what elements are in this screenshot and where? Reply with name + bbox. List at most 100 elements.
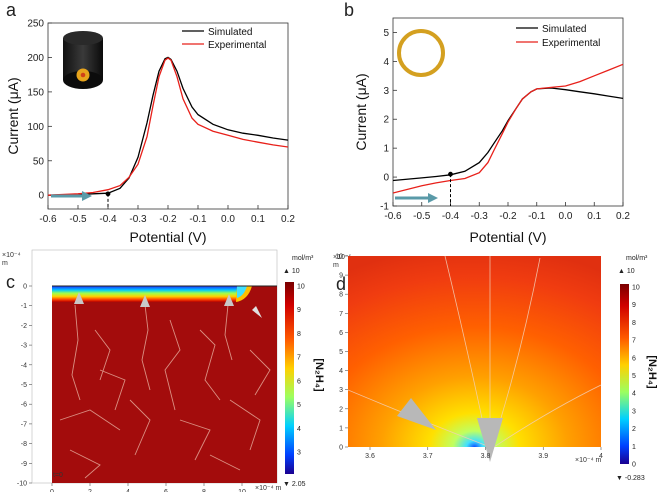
d-ytick-label-6: 4 xyxy=(339,368,343,375)
a-xtick-label-5: -0.1 xyxy=(189,214,207,225)
d-ytick-label-2: 8 xyxy=(339,292,343,299)
c-cb-tick-4: 6 xyxy=(297,378,301,385)
streamlines-c xyxy=(59,304,271,479)
c-ytick-label-9: -9 xyxy=(21,461,27,468)
b-ytick-label-1: 0 xyxy=(383,173,389,184)
y-axis-title-a: Current (μA) xyxy=(5,77,21,154)
concentration-field-c xyxy=(52,286,277,483)
legend-b: Simulated Experimental xyxy=(516,24,600,49)
c-cb-tick-1: 9 xyxy=(297,307,301,314)
colorbar-unit-c: mol/m³ xyxy=(292,255,314,262)
d-xtick-label-2: 3.8 xyxy=(481,453,491,460)
d-ytick-label-4: 6 xyxy=(339,330,343,337)
b-ytick-label-5: 4 xyxy=(383,57,389,68)
panel-letter-b: b xyxy=(344,0,354,20)
flux-arrows-d xyxy=(397,398,503,462)
disk-electrode-illustration xyxy=(63,31,103,89)
concentration-field-d xyxy=(348,256,601,447)
colorbar-c: mol/m³ ▲ 10 10 9 8 7 6 5 4 3 ▼ 2.05 [N₂H₄] xyxy=(283,255,325,488)
c-xtick-label-3: 6 xyxy=(164,489,168,492)
b-xtick-label-5: -0.1 xyxy=(528,211,546,222)
c-ytick-label-10: -10 xyxy=(17,481,27,488)
b-xtick-label-8: 0.2 xyxy=(616,211,630,222)
x-scale-label-d: ×10⁻⁴ m xyxy=(575,457,602,464)
colorbar-quantity-c: [N₂H₄] xyxy=(313,358,325,392)
c-cb-tick-0: 10 xyxy=(297,284,305,291)
b-ytick-label-3: 2 xyxy=(383,115,389,126)
diffusion-layer-c xyxy=(52,285,277,302)
b-xtick-label-3: -0.3 xyxy=(471,211,489,222)
c-ytick-label-8: -8 xyxy=(21,441,27,448)
axis-ticks-c: 0 2 4 6 8 10 0 -1 -2 -3 -4 -5 -6 -7 -8 -9 -10 xyxy=(17,284,246,492)
d-cb-tick-0: 10 xyxy=(632,285,640,292)
legend-label-experimental-b: Experimental xyxy=(542,38,600,49)
b-ytick-label-4: 3 xyxy=(383,86,389,97)
d-cb-tick-7: 3 xyxy=(632,408,636,415)
d-xtick-label-3: 3.9 xyxy=(538,453,548,460)
colorbar-max-c: ▲ 10 xyxy=(283,268,300,275)
d-xtick-label-0: 3.6 xyxy=(365,453,375,460)
d-ytick-label-8: 2 xyxy=(339,406,343,413)
d-cb-tick-6: 4 xyxy=(632,391,636,398)
c-xtick-label-0: 0 xyxy=(50,489,54,492)
d-cb-tick-2: 8 xyxy=(632,320,636,327)
ring-electrode-illustration xyxy=(397,29,445,77)
c-cb-tick-3: 7 xyxy=(297,355,301,362)
scan-direction-arrow-a xyxy=(51,191,92,201)
x-axis-title-b: Potential (V) xyxy=(469,229,546,245)
a-ytick-label-0: 0 xyxy=(38,191,44,202)
c-xtick-label-4: 8 xyxy=(202,489,206,492)
a-xtick-label-8: 0.2 xyxy=(281,214,295,225)
x-scale-label-c: ×10⁻⁴ m xyxy=(255,485,282,492)
d-ytick-label-9: 1 xyxy=(339,425,343,432)
y-axis-title-b: Current (μA) xyxy=(353,73,369,150)
y-scale-label-c: ×10⁻⁴ xyxy=(2,252,21,259)
panel-letter-d: d xyxy=(336,274,346,294)
a-xtick-label-4: -0.2 xyxy=(159,214,177,225)
legend-a: Simulated Experimental xyxy=(182,27,266,51)
c-ytick-label-7: -7 xyxy=(21,421,27,428)
a-series-experimental xyxy=(48,57,288,196)
axis-ticks-a: -0.6 -0.5 -0.4 -0.3 -0.2 -0.1 0.0 0.1 0.2 0 50 100 1… xyxy=(27,19,295,226)
a-ytick-label-3: 150 xyxy=(27,87,44,98)
b-xtick-label-6: 0.0 xyxy=(559,211,573,222)
axis-ticks-b: -0.6 -0.5 -0.4 -0.3 -0.2 -0.1 0.0 0.1 0.2 -1 0 1 2 3 4… xyxy=(380,28,630,222)
d-xtick-label-1: 3.7 xyxy=(423,453,433,460)
b-ytick-label-6: 5 xyxy=(383,28,389,39)
d-cb-tick-9: 1 xyxy=(632,444,636,451)
a-xtick-label-2: -0.4 xyxy=(99,214,117,225)
d-cb-tick-5: 5 xyxy=(632,373,636,380)
a-xtick-label-1: -0.5 xyxy=(69,214,87,225)
time-label-c: t=0 xyxy=(53,472,63,479)
c-xtick-label-1: 2 xyxy=(88,489,92,492)
c-ytick-label-4: -4 xyxy=(21,362,27,369)
series-lines-b xyxy=(393,63,623,206)
d-cb-tick-10: 0 xyxy=(632,462,636,469)
b-ytick-label-2: 1 xyxy=(383,144,389,155)
scan-direction-arrow-b xyxy=(395,193,438,203)
legend-label-experimental-a: Experimental xyxy=(208,40,266,51)
x-axis-title-a: Potential (V) xyxy=(129,229,206,245)
colorbar-unit-d: mol/m³ xyxy=(626,255,648,262)
a-xtick-label-3: -0.3 xyxy=(129,214,147,225)
panel-a: a -0.6 -0.5 -0.4 -0.3 -0.2 -0.1 0.0 0.1 0.2 0 50 10… xyxy=(5,0,295,245)
c-cb-tick-2: 8 xyxy=(297,331,301,338)
panel-letter-c: c xyxy=(6,272,15,292)
colorbar-gradient-d xyxy=(620,284,629,464)
colorbar-min-d: ▼ -0.283 xyxy=(616,475,645,482)
d-cb-tick-4: 6 xyxy=(632,355,636,362)
a-xtick-label-7: 0.1 xyxy=(251,214,265,225)
c-cb-tick-6: 4 xyxy=(297,426,301,433)
d-ytick-label-5: 5 xyxy=(339,349,343,356)
y-scale-label-d: ×10⁻⁵ xyxy=(333,254,352,261)
colorbar-min-c: ▼ 2.05 xyxy=(283,481,306,488)
flux-arrows-c xyxy=(74,292,262,318)
c-xtick-label-5: 10 xyxy=(238,489,246,492)
d-ytick-label-1: 9 xyxy=(339,273,343,280)
a-ytick-label-4: 200 xyxy=(27,53,44,64)
b-xtick-label-2: -0.4 xyxy=(442,211,460,222)
